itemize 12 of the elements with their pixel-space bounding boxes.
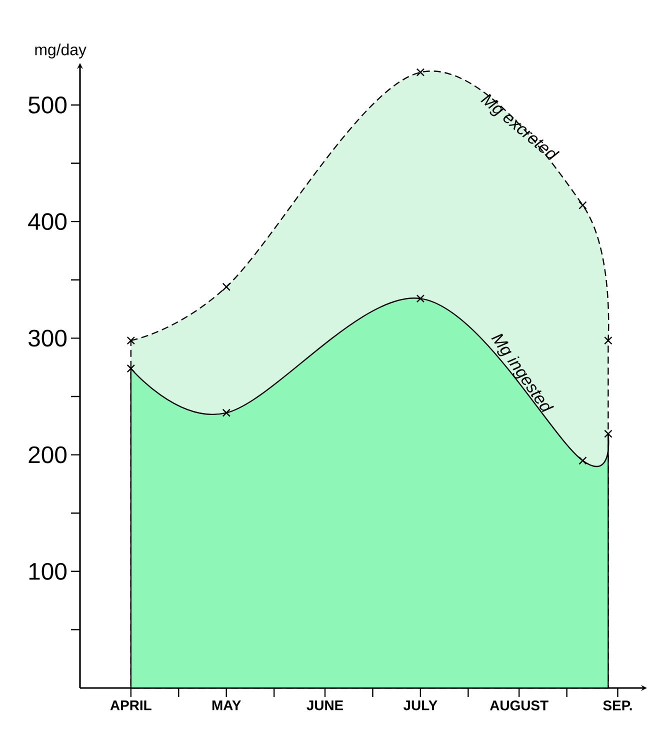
x-tick-label: MAY (212, 700, 242, 710)
y-tick-label: 300 (28, 330, 67, 347)
x-tick-label: JUNE (306, 700, 344, 710)
x-tick-label: JULY (403, 700, 438, 710)
y-axis-title: mg/day (35, 44, 86, 58)
x-tick-label: SEP. (603, 700, 632, 710)
x-tick-label: APRIL (110, 700, 152, 710)
y-tick-label: 100 (29, 562, 67, 580)
y-tick-label: 500 (28, 96, 67, 114)
y-tick-label: 200 (28, 446, 67, 464)
x-tick-label: AUGUST (490, 700, 548, 710)
y-tick-label: 400 (28, 213, 67, 230)
